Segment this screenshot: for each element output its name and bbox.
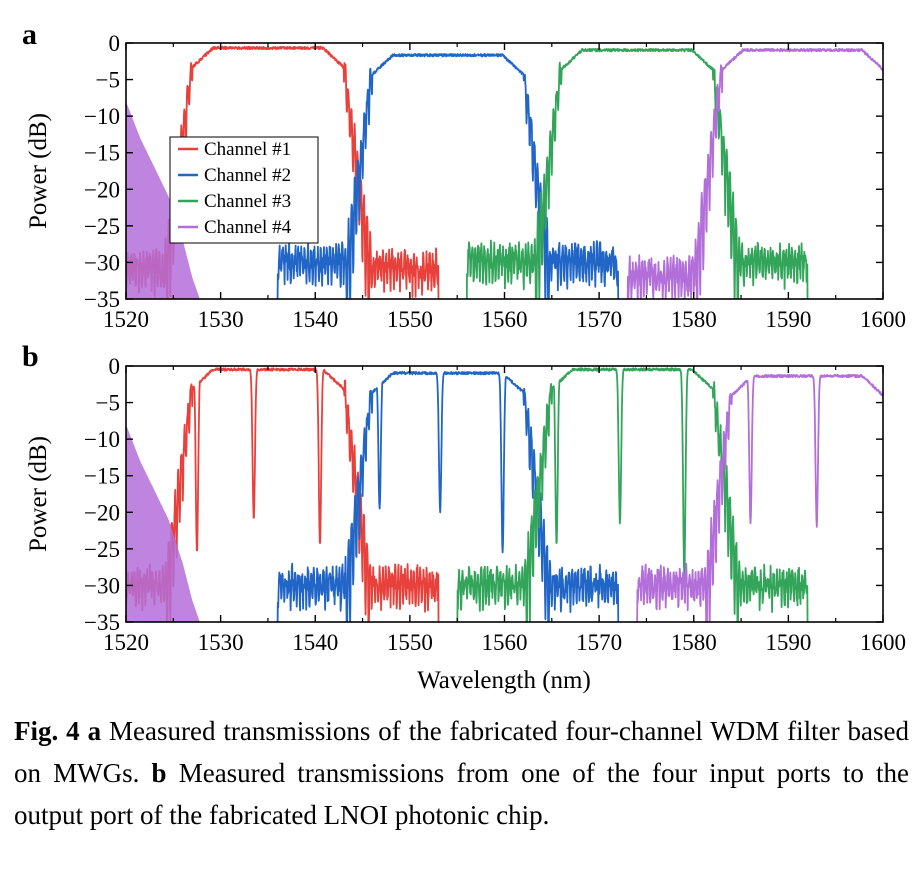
y-tick-label: 0 — [109, 31, 121, 56]
figure-caption: Fig. 4 a Measured transmissions of the f… — [14, 710, 909, 836]
series-line-4 — [636, 373, 883, 622]
series-line-3 — [456, 367, 809, 622]
panel-label-a: a — [22, 18, 37, 51]
x-tick-label: 1590 — [765, 630, 811, 655]
x-tick-label: 1520 — [103, 307, 149, 332]
x-axis-a: 1520 1530 1540 1550 1560 1570 1580 1590 1600 — [103, 43, 906, 332]
x-tick-label: 1550 — [387, 307, 433, 332]
series-line-4 — [626, 48, 883, 299]
y-tick-label: −25 — [84, 537, 120, 562]
x-tick-label: 1590 — [765, 307, 811, 332]
caption-part-b-label: b — [151, 758, 167, 788]
panel-label-b: b — [22, 340, 39, 373]
y-tick-label: 0 — [109, 354, 121, 379]
y-tick-label: −20 — [84, 500, 120, 525]
series-line-2 — [276, 53, 620, 299]
x-axis-b: 1520 1530 1540 1550 1560 1570 1580 1590 1600 — [103, 366, 906, 655]
series-fill-noise — [126, 424, 200, 622]
series-fill-noise — [126, 101, 200, 299]
y-axis-b: 0 −5 −10 −15 −20 −25 −30 −35 — [84, 354, 883, 635]
series-line-2 — [276, 371, 620, 622]
y-axis-title-a: Power (dB) — [25, 113, 52, 229]
caption-fig-label: Fig. 4 — [14, 716, 80, 746]
y-axis-title-b: Power (dB) — [25, 436, 52, 552]
x-tick-label: 1560 — [482, 630, 528, 655]
x-tick-label: 1580 — [671, 630, 717, 655]
y-tick-label: −20 — [84, 177, 120, 202]
x-tick-label: 1580 — [671, 307, 717, 332]
y-tick-label: −25 — [84, 214, 120, 239]
x-tick-label: 1570 — [576, 307, 622, 332]
legend: Channel #1 Channel #2 Channel #3 Channel #4 — [169, 136, 319, 244]
y-tick-label: −10 — [84, 427, 120, 452]
x-tick-label: 1520 — [103, 630, 149, 655]
chart-panel-b: b 1520 1530 1540 1550 1560 1570 1580 1590 1600 0… — [22, 340, 906, 694]
y-tick-label: −15 — [84, 464, 120, 489]
series-line-3 — [465, 48, 809, 299]
legend-entry-4: Channel #4 — [204, 217, 292, 238]
legend-entry-3: Channel #3 — [204, 191, 291, 212]
x-axis-title: Wavelength (nm) — [417, 667, 591, 694]
x-tick-label: 1540 — [292, 630, 338, 655]
x-tick-label: 1530 — [198, 307, 244, 332]
legend-box — [169, 136, 319, 244]
caption-part-b-text: Measured transmissions from one of the f… — [14, 758, 909, 830]
y-tick-label: −30 — [84, 573, 120, 598]
plot-area-b — [126, 367, 883, 622]
y-tick-label: −35 — [84, 287, 120, 312]
x-tick-label: 1600 — [860, 630, 906, 655]
y-tick-label: −5 — [96, 68, 120, 93]
y-tick-label: −5 — [96, 391, 120, 416]
x-tick-label: 1540 — [292, 307, 338, 332]
caption-part-a-label: a — [87, 716, 102, 746]
y-tick-label: −15 — [84, 141, 120, 166]
x-tick-label: 1530 — [198, 630, 244, 655]
x-tick-label: 1550 — [387, 630, 433, 655]
x-tick-label: 1570 — [576, 630, 622, 655]
figure: a 1520 1530 1540 1550 1560 1570 1580 1590 1600 0… — [22, 18, 906, 694]
legend-entry-2: Channel #2 — [204, 165, 291, 186]
chart-panel-a: a 1520 1530 1540 1550 1560 1570 1580 1590 1600 0… — [22, 18, 906, 332]
x-tick-label: 1600 — [860, 307, 906, 332]
legend-entry-1: Channel #1 — [204, 139, 291, 160]
y-tick-label: −30 — [84, 250, 120, 275]
series-line-1 — [126, 45, 440, 299]
plot-area-a — [126, 45, 883, 299]
x-tick-label: 1560 — [482, 307, 528, 332]
series-line-1 — [126, 367, 440, 622]
y-tick-label: −10 — [84, 104, 120, 129]
caption-part-a-text: Measured transmissions of the fabricated… — [14, 716, 910, 788]
y-axis-a: 0 −5 −10 −15 −20 −25 −30 −35 — [84, 31, 883, 312]
y-tick-label: −35 — [84, 610, 120, 635]
